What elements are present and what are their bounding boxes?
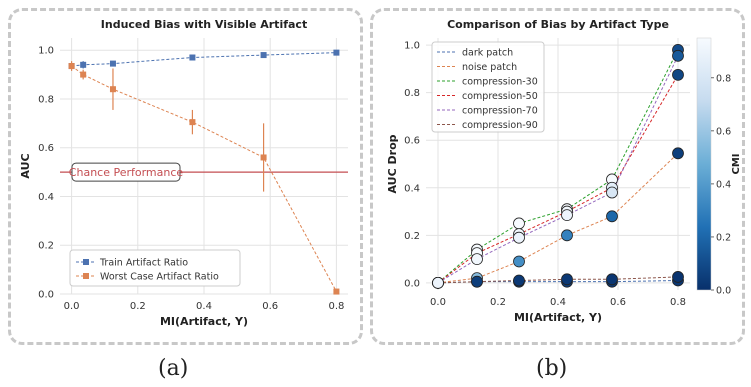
b-y-tick-label: 0.6 bbox=[404, 136, 420, 147]
b-chart-title: Comparison of Bias by Artifact Type bbox=[447, 18, 669, 31]
b-data-point bbox=[513, 255, 525, 268]
b-x-tick-label: 0.0 bbox=[430, 297, 446, 308]
a-y-tick-label: 0.0 bbox=[38, 290, 54, 301]
b-legend-label: compression-70 bbox=[462, 106, 538, 117]
b-data-point bbox=[672, 49, 684, 62]
a-chart-title: Induced Bias with Visible Artifact bbox=[101, 18, 307, 31]
a-x-tick-label: 0.6 bbox=[262, 301, 278, 312]
b-data-point bbox=[561, 273, 573, 286]
b-y-tick-label: 1.0 bbox=[404, 41, 420, 52]
b-x-tick-label: 0.4 bbox=[550, 297, 566, 308]
a-series-line bbox=[71, 52, 337, 67]
b-y-tick-label: 0.0 bbox=[404, 278, 420, 289]
a-data-point bbox=[68, 63, 75, 70]
a-x-tick-label: 0.8 bbox=[328, 301, 344, 312]
colorbar bbox=[696, 37, 712, 291]
a-data-point bbox=[260, 154, 267, 161]
b-data-point bbox=[606, 186, 618, 199]
colorbar-tick-label: 0.0 bbox=[716, 286, 731, 297]
b-legend-label: compression-90 bbox=[462, 120, 538, 131]
b-data-point bbox=[606, 210, 618, 223]
b-series-line bbox=[437, 152, 679, 284]
b-data-point bbox=[561, 209, 573, 222]
a-y-tick-label: 1.0 bbox=[38, 46, 54, 57]
b-data-point bbox=[513, 231, 525, 244]
a-x-tick-label: 0.0 bbox=[64, 301, 80, 312]
a-y-tick-label: 0.8 bbox=[38, 94, 54, 105]
b-data-point bbox=[672, 68, 684, 81]
a-y-tick-label: 0.2 bbox=[38, 241, 54, 252]
b-x-axis-label: MI(Artifact, Y) bbox=[514, 311, 602, 324]
a-legend-box bbox=[69, 249, 241, 287]
b-legend-label: noise patch bbox=[462, 62, 517, 73]
a-data-point bbox=[333, 49, 340, 56]
b-legend-box bbox=[431, 41, 545, 133]
b-data-point bbox=[471, 253, 483, 265]
b-data-point bbox=[606, 273, 618, 286]
b-y-tick-label: 0.8 bbox=[404, 88, 420, 99]
b-legend-label: dark patch bbox=[462, 48, 513, 59]
b-data-point bbox=[672, 271, 684, 283]
b-y-tick-label: 0.2 bbox=[404, 231, 420, 242]
a-data-point bbox=[333, 288, 340, 295]
a-data-point bbox=[80, 61, 87, 68]
a-x-tick-label: 0.2 bbox=[130, 301, 146, 312]
b-x-tick-label: 0.6 bbox=[610, 297, 626, 308]
b-series-line bbox=[437, 49, 679, 284]
b-series-line bbox=[437, 55, 679, 284]
a-data-point bbox=[189, 119, 196, 126]
colorbar-tick-label: 0.6 bbox=[716, 126, 731, 137]
b-data-point bbox=[561, 229, 573, 242]
b-x-tick-label: 0.8 bbox=[670, 297, 686, 308]
a-data-point bbox=[260, 52, 267, 59]
b-series-line bbox=[437, 276, 679, 284]
colorbar-label: CMI bbox=[731, 153, 742, 174]
colorbar-tick-label: 0.4 bbox=[716, 179, 731, 190]
b-data-point bbox=[471, 275, 483, 288]
chance-label: Chance Performance bbox=[69, 166, 184, 179]
a-x-tick-label: 0.4 bbox=[196, 301, 212, 312]
caption-a: (a) bbox=[158, 356, 189, 381]
a-data-point bbox=[109, 86, 116, 93]
a-y-tick-label: 0.4 bbox=[38, 192, 54, 203]
b-y-tick-label: 0.4 bbox=[404, 183, 420, 194]
a-data-point bbox=[189, 54, 196, 61]
colorbar-tick-label: 0.2 bbox=[716, 232, 731, 243]
panel-a-frame bbox=[8, 8, 363, 345]
a-x-axis-label: MI(Artifact, Y) bbox=[160, 315, 248, 328]
b-data-point bbox=[672, 147, 684, 160]
chance-label-box bbox=[71, 162, 181, 182]
caption-b: (b) bbox=[536, 356, 568, 381]
b-data-point bbox=[432, 276, 444, 289]
a-y-axis-label: AUC bbox=[19, 153, 32, 178]
panel-b-frame bbox=[370, 8, 745, 345]
b-data-point bbox=[513, 274, 525, 287]
b-y-axis-label: AUC Drop bbox=[386, 134, 399, 193]
b-x-tick-label: 0.2 bbox=[490, 297, 506, 308]
colorbar-tick-label: 0.8 bbox=[716, 73, 731, 84]
a-y-tick-label: 0.6 bbox=[38, 143, 54, 154]
b-data-point bbox=[513, 217, 525, 230]
a-legend-swatch-marker bbox=[83, 273, 89, 279]
b-legend-label: compression-30 bbox=[462, 77, 538, 88]
a-legend-label: Worst Case Artifact Ratio bbox=[100, 272, 219, 283]
a-legend-label: Train Artifact Ratio bbox=[99, 258, 188, 269]
a-legend-swatch-marker bbox=[83, 259, 89, 265]
a-data-point bbox=[109, 60, 116, 67]
a-data-point bbox=[80, 71, 87, 78]
b-legend-label: compression-50 bbox=[462, 91, 538, 102]
